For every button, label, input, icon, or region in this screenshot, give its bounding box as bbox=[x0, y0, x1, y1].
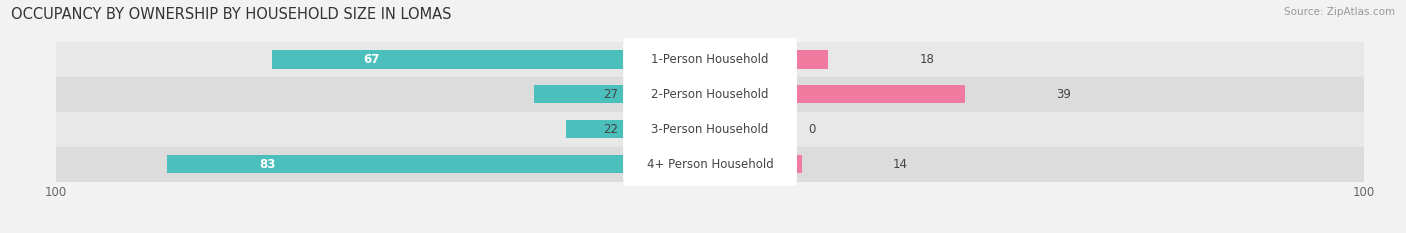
Text: 2-Person Household: 2-Person Household bbox=[651, 88, 769, 101]
FancyBboxPatch shape bbox=[623, 73, 797, 116]
Text: 4+ Person Household: 4+ Person Household bbox=[647, 158, 773, 171]
Text: OCCUPANCY BY OWNERSHIP BY HOUSEHOLD SIZE IN LOMAS: OCCUPANCY BY OWNERSHIP BY HOUSEHOLD SIZE… bbox=[11, 7, 451, 22]
FancyBboxPatch shape bbox=[623, 108, 797, 151]
Bar bbox=[710, 155, 801, 173]
Text: 27: 27 bbox=[603, 88, 619, 101]
Text: 1-Person Household: 1-Person Household bbox=[651, 53, 769, 66]
Bar bbox=[710, 85, 965, 103]
FancyBboxPatch shape bbox=[623, 38, 797, 81]
Bar bbox=[567, 120, 710, 138]
Bar bbox=[167, 155, 710, 173]
Bar bbox=[710, 120, 717, 138]
Text: 3-Person Household: 3-Person Household bbox=[651, 123, 769, 136]
Text: 39: 39 bbox=[1056, 88, 1071, 101]
Bar bbox=[56, 42, 1364, 77]
Bar bbox=[56, 77, 1364, 112]
Text: 18: 18 bbox=[920, 53, 934, 66]
Bar bbox=[56, 112, 1364, 147]
Text: Source: ZipAtlas.com: Source: ZipAtlas.com bbox=[1284, 7, 1395, 17]
Bar bbox=[533, 85, 710, 103]
Text: 14: 14 bbox=[893, 158, 908, 171]
Text: 22: 22 bbox=[603, 123, 619, 136]
Text: 0: 0 bbox=[808, 123, 815, 136]
Bar bbox=[271, 50, 710, 69]
Text: 67: 67 bbox=[364, 53, 380, 66]
Text: 83: 83 bbox=[259, 158, 276, 171]
FancyBboxPatch shape bbox=[623, 143, 797, 186]
Bar bbox=[710, 50, 828, 69]
Bar bbox=[56, 147, 1364, 182]
